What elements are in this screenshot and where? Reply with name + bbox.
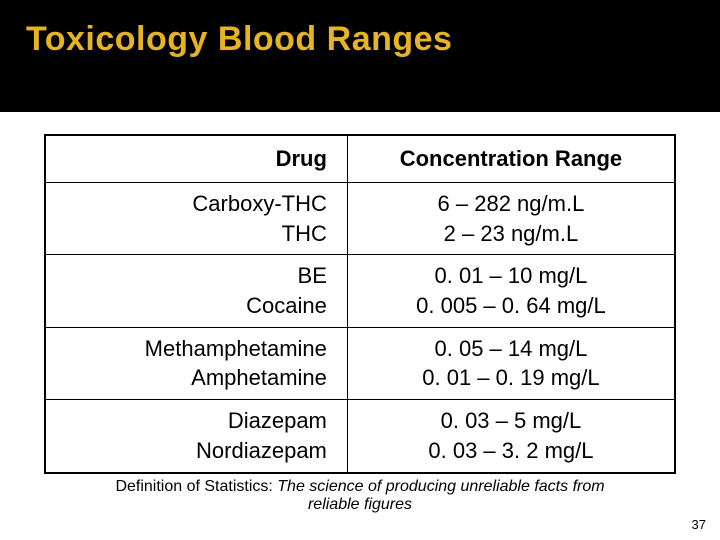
concentration-value: 0. 005 – 0. 64 mg/L <box>416 293 606 318</box>
table-header-row: Drug Concentration Range <box>45 135 675 183</box>
drug-value: BE <box>298 263 327 288</box>
concentration-value: 2 – 23 ng/m.L <box>444 221 579 246</box>
drug-value: Diazepam <box>228 408 327 433</box>
drug-value: THC <box>282 221 327 246</box>
slide: Toxicology Blood Ranges Drug Concentrati… <box>0 0 720 540</box>
footnote-lead: Definition of Statistics: <box>115 478 277 495</box>
column-header-concentration: Concentration Range <box>347 135 675 183</box>
footnote: Definition of Statistics: The science of… <box>0 478 720 514</box>
drug-value: Cocaine <box>246 293 327 318</box>
concentration-cell: 0. 03 – 5 mg/L 0. 03 – 3. 2 mg/L <box>347 400 675 473</box>
title-band: Toxicology Blood Ranges <box>0 0 720 112</box>
drug-value: Methamphetamine <box>145 336 327 361</box>
concentration-value: 0. 01 – 10 mg/L <box>435 263 588 288</box>
column-header-drug: Drug <box>45 135 347 183</box>
drug-cell: Diazepam Nordiazepam <box>45 400 347 473</box>
footnote-body-line2: reliable figures <box>308 496 412 513</box>
concentration-value: 0. 03 – 3. 2 mg/L <box>428 438 593 463</box>
concentration-cell: 6 – 282 ng/m.L 2 – 23 ng/m.L <box>347 183 675 255</box>
toxicology-table: Drug Concentration Range Carboxy-THC THC… <box>44 134 676 474</box>
table-row: Methamphetamine Amphetamine 0. 05 – 14 m… <box>45 327 675 399</box>
page-title: Toxicology Blood Ranges <box>26 20 694 59</box>
drug-cell: Carboxy-THC THC <box>45 183 347 255</box>
table-container: Drug Concentration Range Carboxy-THC THC… <box>0 112 720 474</box>
footnote-body-line1: The science of producing unreliable fact… <box>277 478 604 495</box>
drug-value: Nordiazepam <box>196 438 327 463</box>
concentration-cell: 0. 05 – 14 mg/L 0. 01 – 0. 19 mg/L <box>347 327 675 399</box>
table-row: BE Cocaine 0. 01 – 10 mg/L 0. 005 – 0. 6… <box>45 255 675 327</box>
concentration-value: 0. 01 – 0. 19 mg/L <box>422 365 599 390</box>
concentration-value: 6 – 282 ng/m.L <box>438 191 585 216</box>
concentration-value: 0. 05 – 14 mg/L <box>435 336 588 361</box>
table-row: Diazepam Nordiazepam 0. 03 – 5 mg/L 0. 0… <box>45 400 675 473</box>
drug-value: Amphetamine <box>191 365 327 390</box>
concentration-value: 0. 03 – 5 mg/L <box>441 408 582 433</box>
drug-value: Carboxy-THC <box>192 191 326 216</box>
drug-cell: BE Cocaine <box>45 255 347 327</box>
page-number: 37 <box>692 517 706 532</box>
table-row: Carboxy-THC THC 6 – 282 ng/m.L 2 – 23 ng… <box>45 183 675 255</box>
concentration-cell: 0. 01 – 10 mg/L 0. 005 – 0. 64 mg/L <box>347 255 675 327</box>
drug-cell: Methamphetamine Amphetamine <box>45 327 347 399</box>
